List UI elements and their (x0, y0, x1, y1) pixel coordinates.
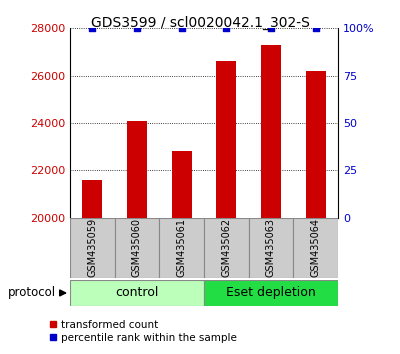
Point (178, 25, 185, 31)
Text: GSM435062: GSM435062 (221, 218, 231, 278)
Text: GSM435059: GSM435059 (87, 218, 97, 278)
Bar (70, 218, 115, 278)
Bar (306, 71, 326, 218)
Bar (204, 218, 249, 278)
Bar (115, 218, 159, 278)
Text: GSM435064: GSM435064 (311, 218, 321, 277)
Bar (261, 45, 281, 218)
Point (268, 25, 274, 31)
Bar (216, 62, 236, 218)
Point (89, 25, 96, 31)
Legend: transformed count, percentile rank within the sample: transformed count, percentile rank withi… (45, 315, 241, 347)
Bar (293, 218, 338, 278)
Bar (127, 121, 147, 218)
Bar (82, 180, 102, 218)
Point (134, 25, 140, 31)
Bar (249, 218, 293, 278)
Point (312, 25, 319, 31)
Text: GDS3599 / scl0020042.1_302-S: GDS3599 / scl0020042.1_302-S (90, 16, 310, 30)
Text: Eset depletion: Eset depletion (226, 286, 316, 299)
Text: GSM435063: GSM435063 (266, 218, 276, 277)
Point (223, 25, 230, 31)
Text: protocol: protocol (8, 286, 56, 299)
Text: control: control (115, 286, 159, 299)
Text: GSM435060: GSM435060 (132, 218, 142, 277)
Bar (159, 218, 204, 278)
Bar (70, 280, 204, 306)
Text: GSM435061: GSM435061 (177, 218, 187, 277)
Bar (172, 152, 192, 218)
Bar (204, 280, 338, 306)
